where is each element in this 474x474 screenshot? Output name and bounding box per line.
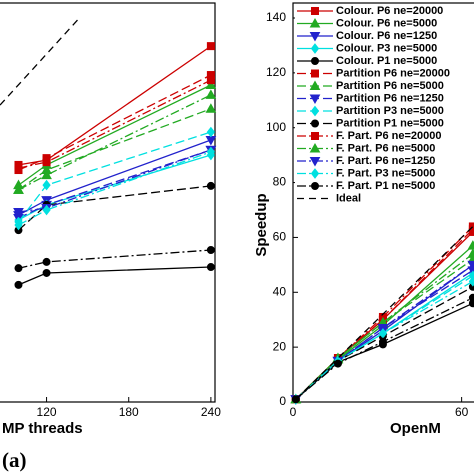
- marker: [309, 80, 321, 90]
- legend-label: Ideal: [336, 192, 361, 204]
- marker: [468, 222, 474, 231]
- legend-box: [295, 4, 474, 207]
- marker: [310, 105, 320, 117]
- x-tick-label: 240: [201, 405, 221, 419]
- legend-label: Partition P3 ne=5000: [336, 105, 444, 117]
- series-line: [18, 185, 211, 231]
- marker: [311, 132, 319, 140]
- legend-label: F. Part. P3 ne=5000: [336, 167, 435, 179]
- marker: [206, 146, 216, 158]
- series-line: [18, 149, 212, 213]
- marker: [311, 57, 319, 65]
- marker: [309, 94, 321, 105]
- marker: [42, 268, 51, 277]
- y-tick-label: 20: [273, 339, 287, 353]
- series-line: [18, 45, 212, 166]
- marker: [42, 204, 51, 216]
- y-tick-label: 40: [273, 284, 287, 298]
- x-tick-label: 60: [455, 405, 469, 419]
- marker: [14, 219, 23, 231]
- panel-label: (a): [2, 448, 27, 472]
- series-line: [18, 151, 212, 226]
- marker: [14, 164, 23, 173]
- marker: [468, 275, 474, 287]
- marker: [206, 263, 215, 272]
- y-tick-label: 140: [266, 10, 286, 24]
- marker: [309, 32, 321, 42]
- y-tick-label: 60: [273, 230, 287, 244]
- y-tick-label: 80: [273, 175, 287, 189]
- legend-label: Partition P1 ne=5000: [336, 117, 444, 129]
- marker: [311, 182, 319, 190]
- marker: [467, 260, 474, 271]
- marker: [309, 157, 321, 167]
- series-line: [295, 226, 474, 400]
- marker: [41, 169, 52, 180]
- plot-frame: [0, 2, 216, 403]
- series-line: [18, 94, 212, 191]
- series-line: [18, 249, 211, 269]
- marker: [205, 79, 217, 89]
- plot-frame: [292, 2, 474, 403]
- marker: [205, 103, 217, 113]
- marker: [206, 42, 215, 51]
- marker: [42, 158, 51, 167]
- series-line: [0, 17, 80, 106]
- marker: [14, 264, 23, 273]
- x-tick-label: 120: [37, 405, 57, 419]
- marker: [468, 293, 474, 302]
- marker: [311, 7, 319, 15]
- x-axis-label: MP threads: [2, 420, 83, 437]
- legend-label: F. Part. P6 ne=5000: [336, 142, 435, 154]
- marker: [205, 89, 217, 99]
- series-line: [295, 280, 474, 400]
- marker: [206, 181, 215, 190]
- marker: [42, 257, 51, 266]
- y-tick-label: 100: [266, 120, 286, 134]
- legend-label: Colour. P6 ne=5000: [336, 17, 437, 29]
- marker: [309, 142, 321, 153]
- series-line: [295, 286, 474, 400]
- y-tick-label: 120: [266, 65, 286, 79]
- legend-label: Colour. P6 ne=1250: [336, 30, 437, 42]
- legend-label: F. Part. P6 ne=1250: [336, 155, 435, 167]
- legend-label: Colour. P6 ne=20000: [336, 5, 443, 17]
- marker: [310, 168, 320, 179]
- marker: [310, 43, 320, 54]
- y-tick-label: 0: [279, 394, 286, 408]
- legend-label: Colour. P1 ne=5000: [336, 55, 437, 67]
- marker: [467, 248, 474, 258]
- legend-label: Colour. P3 ne=5000: [336, 42, 437, 54]
- legend-label: Partition P6 ne=1250: [336, 92, 444, 104]
- marker: [311, 119, 319, 128]
- series-line: [295, 297, 474, 400]
- marker: [378, 337, 387, 346]
- x-axis-label: OpenM: [390, 420, 441, 437]
- marker: [309, 17, 321, 28]
- legend-label: Partition P6 ne=20000: [336, 67, 450, 79]
- marker: [13, 184, 24, 194]
- marker: [13, 208, 24, 218]
- y-axis-label: Speedup: [253, 193, 270, 256]
- marker: [42, 179, 51, 191]
- marker: [467, 240, 474, 250]
- marker: [333, 359, 342, 368]
- legend-label: Partition P6 ne=5000: [336, 80, 444, 92]
- marker: [14, 280, 23, 289]
- marker: [206, 246, 215, 255]
- legend-label: F. Part. P1 ne=5000: [336, 180, 435, 192]
- marker: [206, 76, 215, 85]
- legend-label: F. Part. P6 ne=20000: [336, 130, 441, 142]
- marker: [311, 69, 319, 78]
- x-tick-label: 180: [119, 405, 139, 419]
- x-tick-label: 0: [290, 405, 297, 419]
- marker: [206, 126, 216, 138]
